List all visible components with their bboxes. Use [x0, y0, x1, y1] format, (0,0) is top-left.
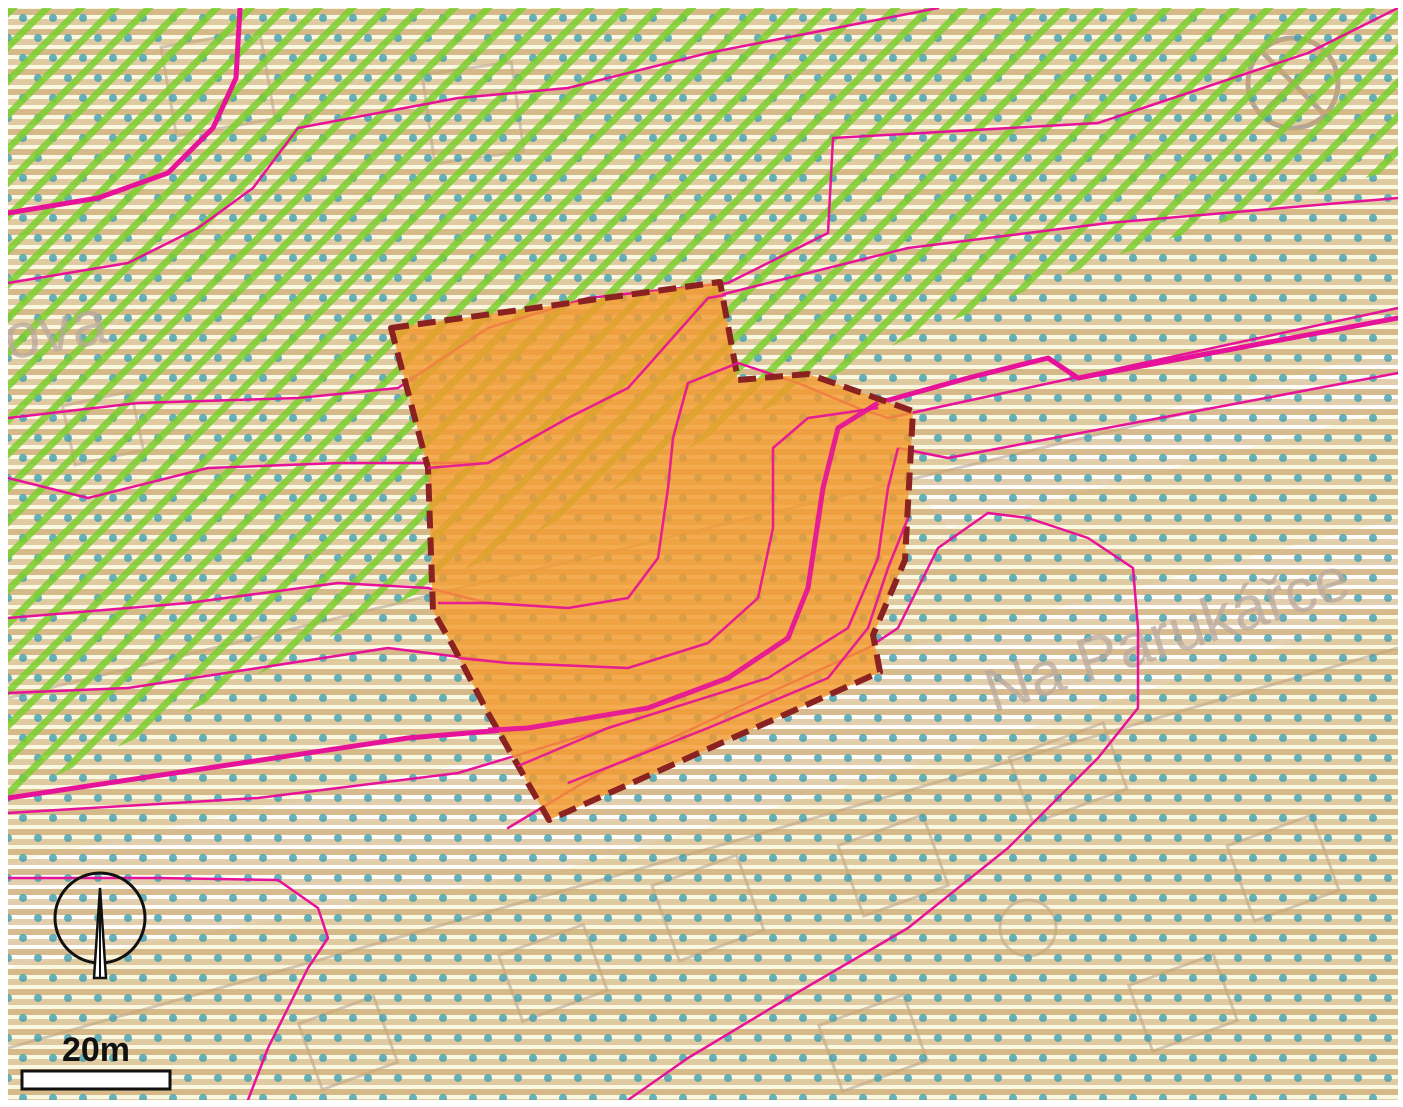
contour-line	[8, 876, 330, 1100]
north-arrow-icon	[53, 871, 147, 980]
scale-bar-label: 20m	[62, 1031, 130, 1069]
scale-bar: 20m	[20, 1031, 172, 1091]
contour-line	[8, 8, 243, 216]
contour-lines	[8, 8, 1398, 1100]
map-view[interactable]: ova Na Parukářce 20m	[8, 8, 1398, 1100]
highlighted-area	[388, 279, 916, 823]
map-canvas: ova Na Parukářce 20m	[8, 8, 1398, 1100]
contour-line	[8, 8, 940, 285]
contour-lines-over-area	[427, 293, 910, 785]
contour-line	[8, 8, 1398, 420]
